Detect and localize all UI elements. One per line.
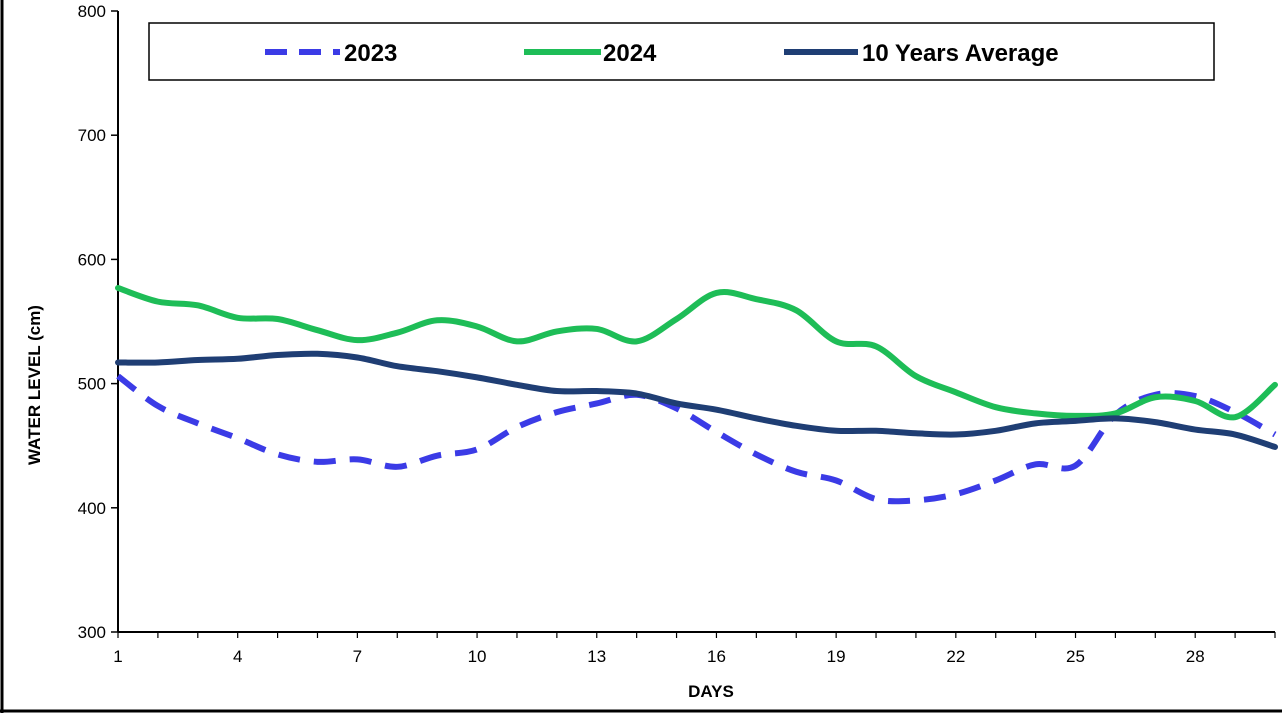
y-tick-label: 600 [78,250,106,269]
x-tick-label: 7 [353,647,362,666]
y-axis-title: WATER LEVEL (cm) [25,305,44,465]
x-tick-label: 19 [827,647,846,666]
legend-label: 2023 [344,40,397,67]
y-axis-ticks: 300 400 500 600 700 800 [78,2,118,642]
x-tick-label: 25 [1066,647,1085,666]
y-tick-label: 300 [78,623,106,642]
y-tick-label: 400 [78,499,106,518]
series-line-2024 [115,284,1278,421]
x-axis-title: DAYS [688,682,734,701]
legend: 2023 2024 10 Years Average [148,22,1215,81]
x-tick-label: 16 [707,647,726,666]
x-axis-ticks: 1 4 7 10 13 16 19 22 25 28 [113,632,1276,666]
series-layer [115,284,1278,505]
y-tick-label: 700 [78,126,106,145]
x-tick-label: 22 [946,647,965,666]
series-line-2023 [116,373,1277,505]
y-tick-label: 500 [78,375,106,394]
legend-label: 2024 [603,40,657,67]
x-tick-label: 28 [1186,647,1205,666]
axes [117,11,1275,633]
legend-box [148,22,1215,81]
x-tick-label: 1 [113,647,122,666]
series-line-10-years-average [115,350,1278,450]
x-tick-label: 13 [587,647,606,666]
y-tick-label: 800 [78,2,106,21]
x-tick-label: 4 [233,647,242,666]
legend-label: 10 Years Average [862,40,1059,67]
x-tick-label: 10 [468,647,487,666]
